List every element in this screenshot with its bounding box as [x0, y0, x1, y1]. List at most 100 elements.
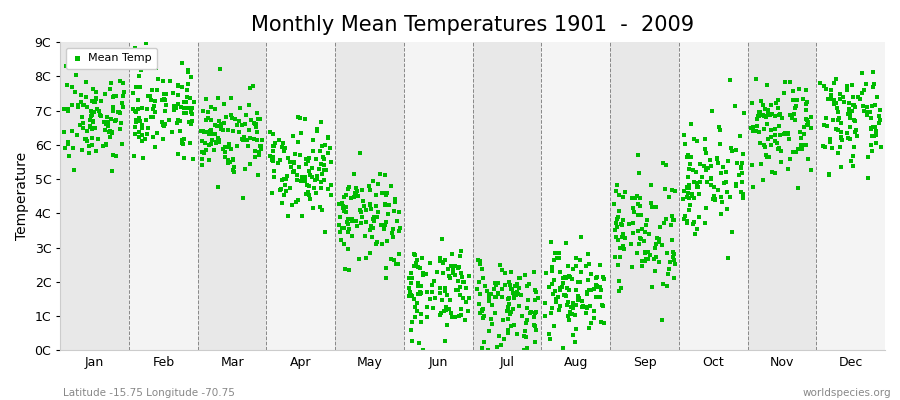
- Mean Temp: [230, 143, 245, 150]
- Mean Temp: [60, 82, 75, 88]
- Mean Temp: [298, 178, 312, 184]
- Mean Temp: [760, 121, 774, 127]
- Mean Temp: [407, 296, 421, 302]
- Mean Temp: [682, 195, 697, 201]
- Mean Temp: [265, 156, 279, 163]
- Mean Temp: [177, 99, 192, 105]
- Mean Temp: [706, 196, 721, 202]
- Mean Temp: [866, 123, 880, 130]
- Mean Temp: [94, 98, 108, 104]
- Mean Temp: [204, 104, 219, 110]
- Mean Temp: [312, 148, 327, 154]
- Mean Temp: [644, 200, 658, 206]
- Mean Temp: [194, 127, 209, 134]
- Mean Temp: [792, 86, 806, 92]
- Bar: [679, 42, 748, 350]
- Mean Temp: [104, 80, 119, 86]
- Mean Temp: [345, 232, 359, 239]
- Mean Temp: [745, 128, 760, 135]
- Mean Temp: [833, 135, 848, 141]
- Mean Temp: [176, 136, 191, 142]
- Mean Temp: [170, 83, 184, 90]
- Mean Temp: [796, 146, 810, 152]
- Mean Temp: [384, 256, 399, 262]
- Mean Temp: [155, 118, 169, 125]
- Mean Temp: [506, 305, 520, 312]
- Mean Temp: [80, 104, 94, 110]
- Mean Temp: [831, 150, 845, 156]
- Mean Temp: [131, 129, 146, 136]
- Mean Temp: [310, 126, 324, 132]
- Mean Temp: [68, 89, 82, 96]
- Mean Temp: [112, 78, 127, 84]
- Mean Temp: [491, 290, 506, 297]
- Mean Temp: [848, 117, 862, 124]
- Mean Temp: [114, 120, 129, 126]
- Mean Temp: [176, 155, 191, 162]
- Mean Temp: [128, 124, 142, 131]
- Mean Temp: [163, 78, 177, 84]
- Mean Temp: [791, 146, 806, 152]
- Mean Temp: [205, 137, 220, 144]
- Mean Temp: [621, 221, 635, 228]
- Mean Temp: [249, 124, 264, 130]
- Mean Temp: [454, 284, 468, 290]
- Mean Temp: [310, 127, 324, 134]
- Mean Temp: [453, 312, 467, 319]
- Mean Temp: [231, 118, 246, 124]
- Mean Temp: [529, 289, 544, 296]
- Mean Temp: [302, 171, 317, 178]
- Mean Temp: [538, 270, 553, 276]
- Mean Temp: [340, 221, 355, 228]
- Mean Temp: [829, 76, 843, 82]
- Mean Temp: [482, 328, 496, 335]
- Mean Temp: [451, 278, 465, 284]
- Mean Temp: [734, 179, 749, 185]
- Mean Temp: [307, 185, 321, 192]
- Mean Temp: [614, 285, 628, 291]
- Mean Temp: [849, 127, 863, 133]
- Mean Temp: [827, 97, 842, 103]
- Mean Temp: [796, 124, 811, 130]
- Mean Temp: [226, 169, 240, 175]
- Mean Temp: [561, 299, 575, 305]
- Mean Temp: [500, 303, 515, 310]
- Mean Temp: [437, 338, 452, 344]
- Mean Temp: [324, 192, 338, 198]
- Mean Temp: [561, 313, 575, 320]
- Mean Temp: [61, 139, 76, 145]
- Mean Temp: [863, 126, 878, 132]
- Mean Temp: [868, 101, 883, 108]
- Mean Temp: [775, 114, 789, 121]
- Mean Temp: [761, 107, 776, 113]
- Mean Temp: [542, 330, 556, 337]
- Mean Temp: [410, 291, 425, 297]
- Mean Temp: [544, 281, 559, 288]
- Mean Temp: [697, 162, 711, 169]
- Mean Temp: [355, 209, 369, 215]
- Mean Temp: [363, 250, 377, 256]
- Mean Temp: [441, 306, 455, 312]
- Mean Temp: [370, 238, 384, 245]
- Mean Temp: [301, 158, 315, 164]
- Mean Temp: [302, 188, 316, 195]
- Mean Temp: [277, 148, 292, 154]
- Mean Temp: [320, 186, 335, 193]
- Mean Temp: [860, 154, 875, 160]
- Mean Temp: [489, 282, 503, 289]
- Bar: [404, 42, 472, 350]
- Mean Temp: [242, 127, 256, 134]
- Mean Temp: [220, 156, 235, 163]
- Mean Temp: [316, 154, 330, 160]
- Bar: [610, 42, 679, 350]
- Mean Temp: [379, 219, 393, 226]
- Mean Temp: [873, 106, 887, 113]
- Mean Temp: [83, 124, 97, 130]
- Mean Temp: [388, 199, 402, 205]
- Mean Temp: [117, 88, 131, 95]
- Mean Temp: [436, 260, 450, 266]
- Mean Temp: [478, 283, 492, 289]
- Mean Temp: [609, 187, 624, 194]
- Mean Temp: [826, 116, 841, 123]
- Mean Temp: [563, 274, 578, 281]
